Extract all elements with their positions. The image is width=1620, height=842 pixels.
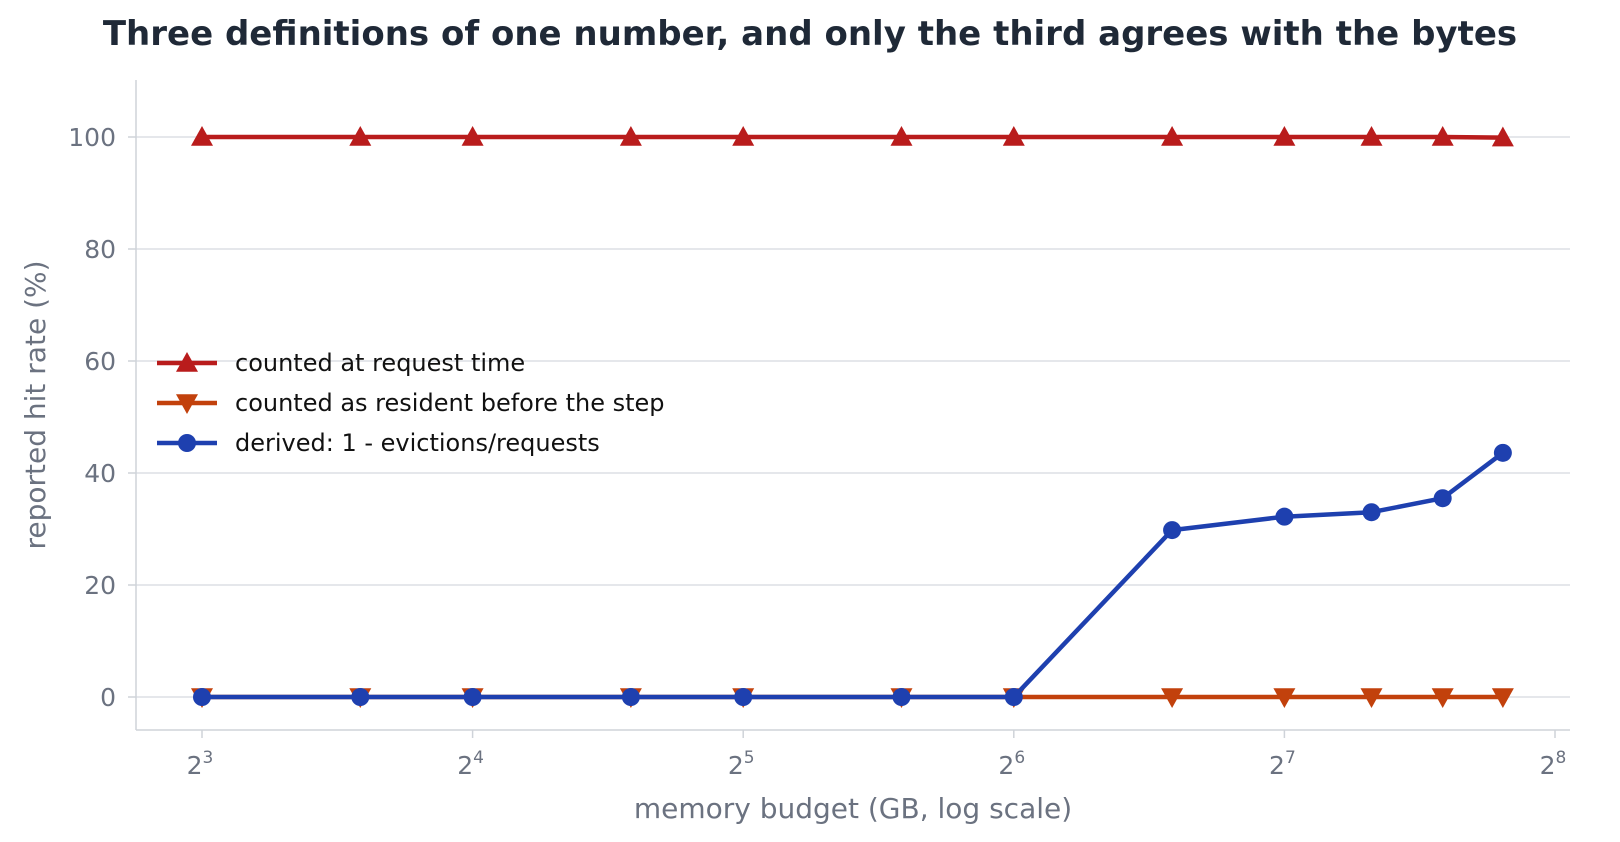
series-line [199, 450, 1506, 700]
data-point [1491, 688, 1514, 708]
x-tick-label: 27 [1269, 748, 1296, 780]
data-point [349, 126, 372, 146]
data-point [1273, 688, 1296, 708]
series-1 [191, 126, 1514, 147]
series-3 [193, 443, 1512, 706]
data-point [1004, 688, 1023, 706]
data-point [621, 688, 640, 706]
data-point [890, 126, 913, 146]
x-tick-label: 23 [187, 748, 214, 780]
data-point [463, 688, 482, 706]
data-point [1002, 126, 1025, 146]
data-point [1161, 688, 1184, 708]
x-axis-title: memory budget (GB, log scale) [634, 792, 1072, 825]
data-point [619, 126, 642, 146]
series-line [199, 134, 1506, 140]
data-point [1360, 688, 1383, 708]
y-axis-title: reported hit rate (%) [19, 260, 52, 549]
data-point [1491, 126, 1514, 147]
axes [135, 80, 1570, 731]
data-point [193, 688, 211, 706]
legend-label: counted at request time [235, 349, 525, 377]
data-point [734, 688, 753, 706]
y-tick-label: 60 [84, 347, 116, 376]
chart-title: Three definitions of one number, and onl… [102, 14, 1518, 54]
x-tick-label: 28 [1540, 748, 1567, 780]
y-tick-label: 80 [84, 235, 116, 264]
legend-label: derived: 1 - evictions/requests [235, 429, 600, 457]
data-point [892, 688, 911, 706]
data-point [1360, 126, 1383, 146]
y-tick-label: 20 [84, 571, 116, 600]
legend-label: counted as resident before the step [235, 389, 665, 417]
x-tick-label: 24 [457, 748, 484, 780]
x-tick-label: 25 [728, 748, 755, 780]
data-point [1493, 443, 1512, 462]
legend-item: derived: 1 - evictions/requests [157, 429, 600, 457]
data-point [1275, 507, 1294, 526]
data-point [1163, 521, 1182, 540]
y-tick-label: 40 [84, 459, 116, 488]
data-point [1431, 126, 1454, 146]
data-point [1161, 126, 1184, 146]
data-point [732, 126, 755, 146]
legend-marker [178, 434, 196, 452]
data-point [1273, 126, 1296, 146]
y-tick-label: 0 [100, 683, 116, 712]
legend-marker [176, 352, 198, 372]
legend-item: counted as resident before the step [157, 389, 665, 417]
y-tick-label: 100 [68, 123, 116, 152]
data-point [1431, 688, 1454, 708]
legend-marker [176, 394, 198, 414]
gridlines [136, 136, 1570, 698]
data-point [461, 126, 484, 146]
legend-item: counted at request time [157, 349, 525, 377]
data-point [1362, 503, 1381, 522]
data-point [1433, 489, 1452, 508]
series [191, 126, 1514, 708]
data-point [191, 126, 213, 146]
data-point [351, 688, 370, 706]
x-tick-label: 26 [998, 748, 1025, 780]
ticks: 0 20 40 60 80 100 23 24 25 26 27 28 [68, 123, 1566, 780]
legend: counted at request time counted as reside… [157, 349, 665, 457]
